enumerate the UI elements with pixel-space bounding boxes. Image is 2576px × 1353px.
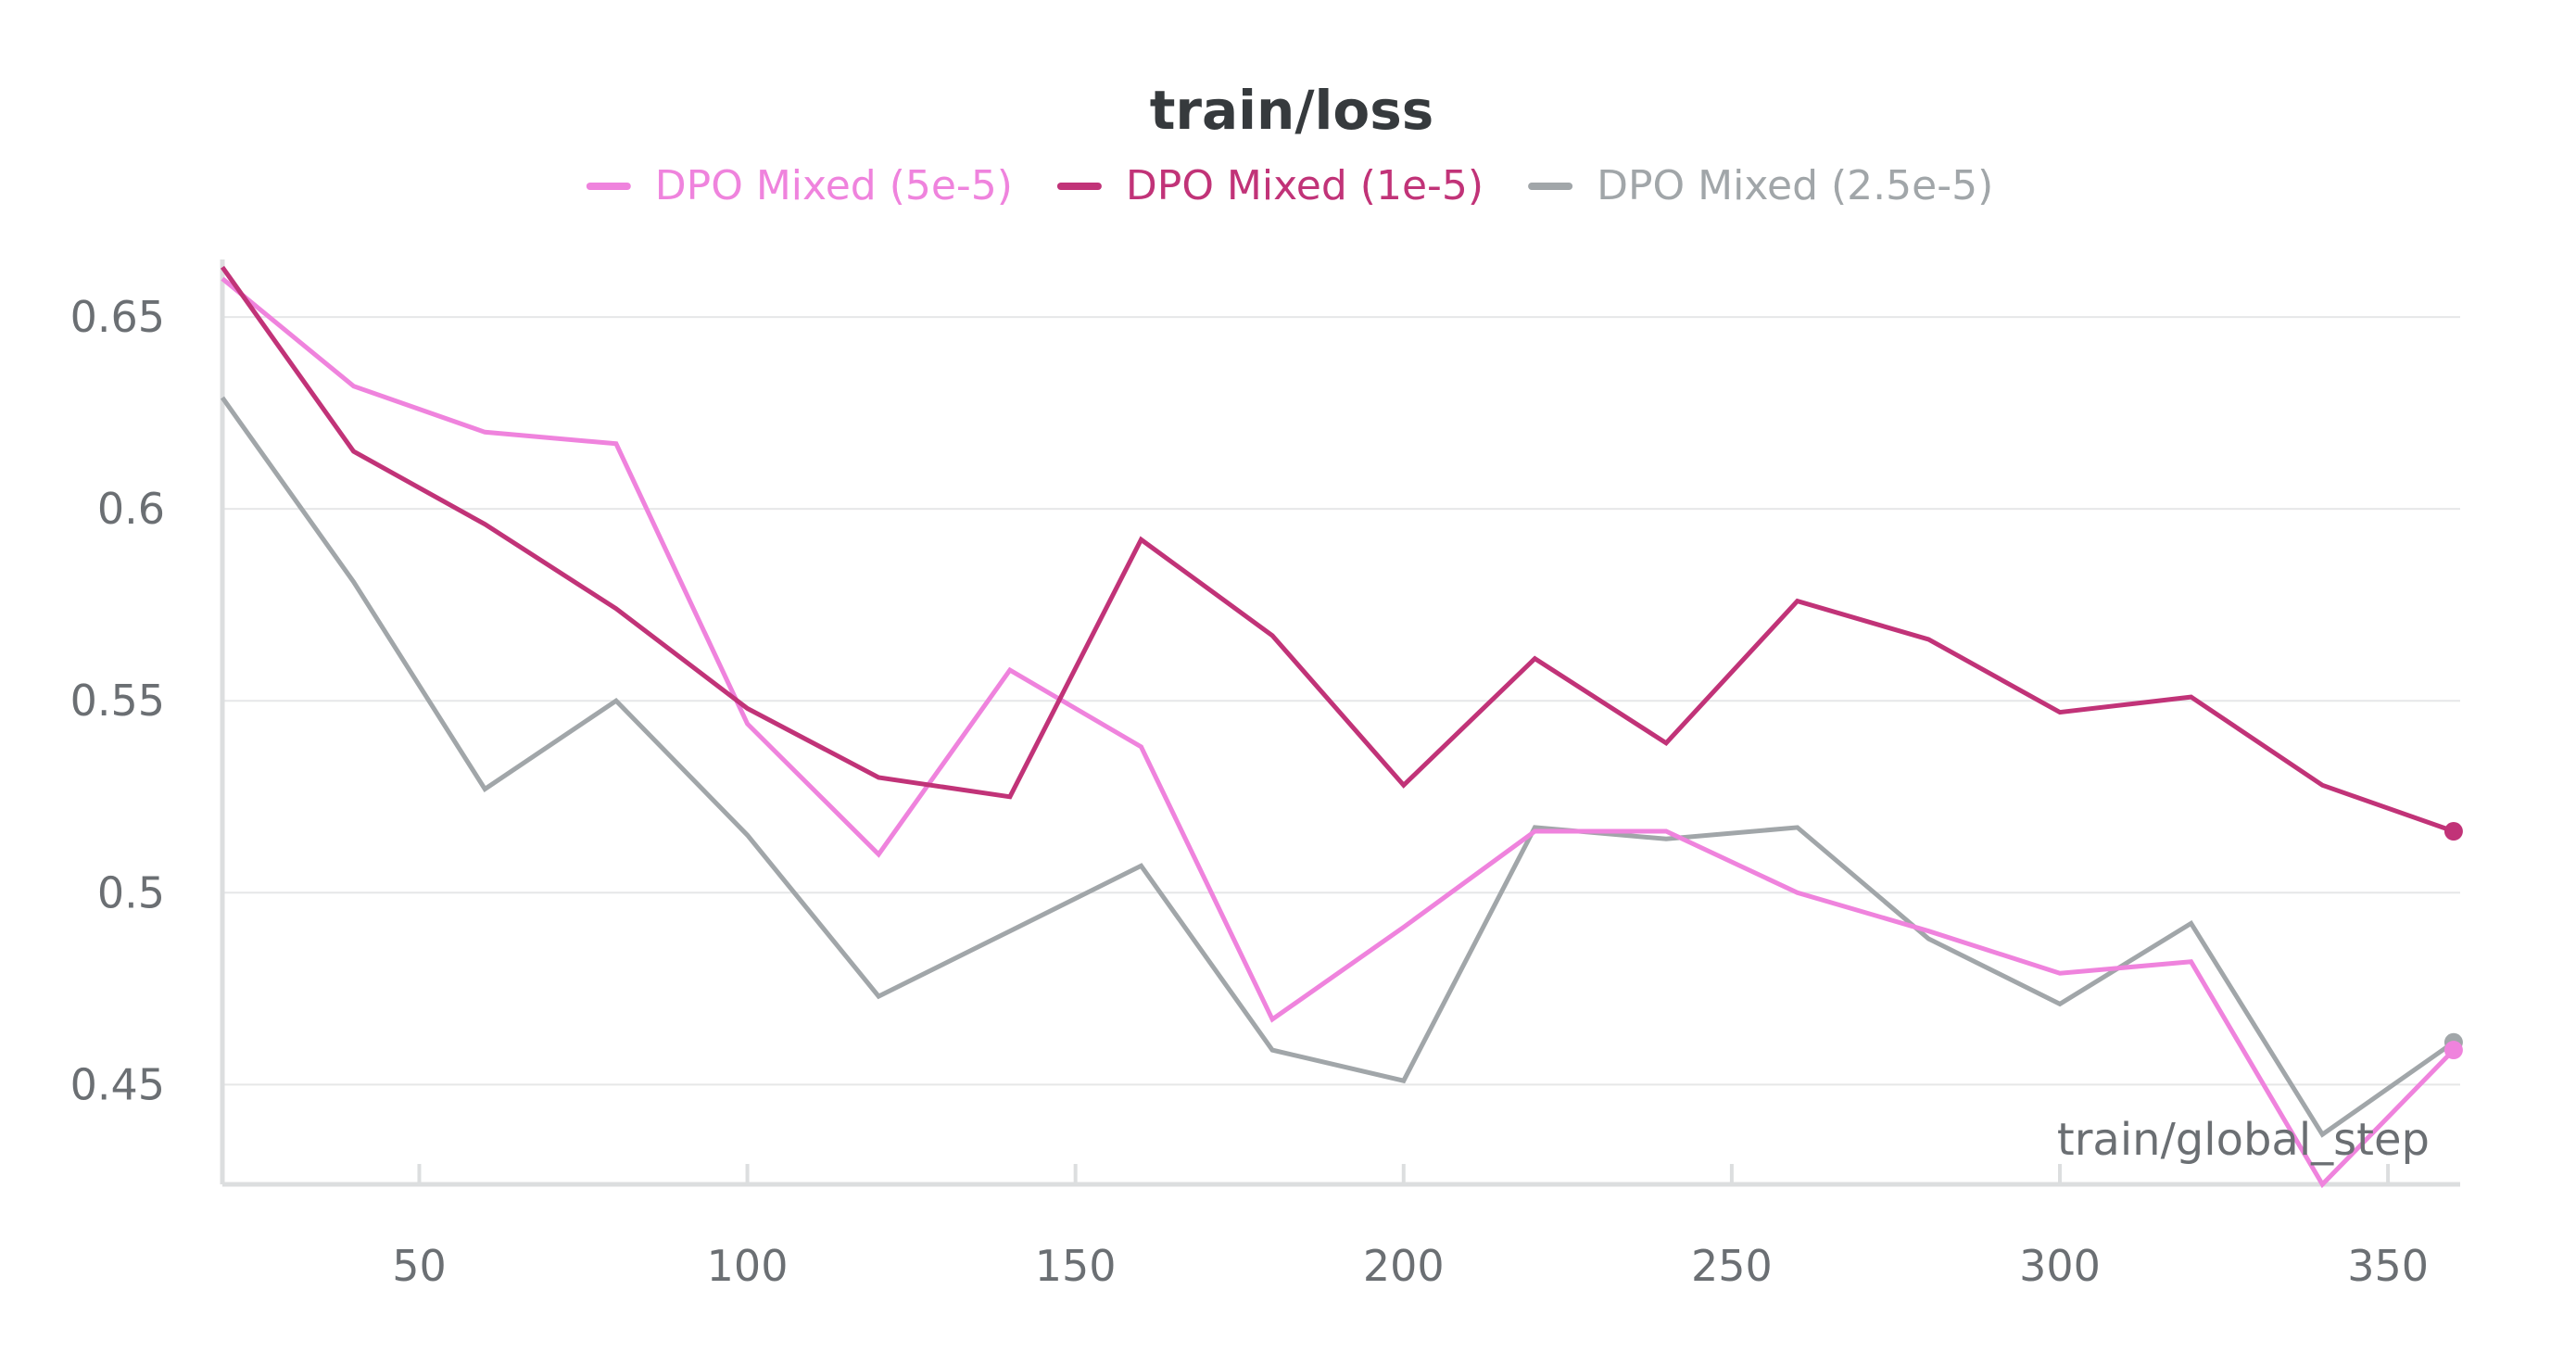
x-axis-title: train/global_step xyxy=(2057,1114,2430,1166)
axes xyxy=(220,259,2460,1187)
y-tick-label: 0.55 xyxy=(70,676,165,726)
series-line-1 xyxy=(220,265,2455,834)
end-markers xyxy=(2443,822,2463,1060)
series-lines xyxy=(220,265,2456,1189)
legend-label: DPO Mixed (2.5e-5) xyxy=(1597,162,1993,209)
chart-title: train/loss xyxy=(1150,79,1434,142)
grid-lines xyxy=(222,316,2460,1086)
y-tick-label: 0.6 xyxy=(97,484,165,534)
x-tick-label: 150 xyxy=(1035,1241,1117,1291)
x-tick-label: 200 xyxy=(1363,1241,1445,1291)
series-line-2 xyxy=(220,396,2456,1138)
x-tick-label: 350 xyxy=(2347,1241,2429,1291)
series-end-point-0 xyxy=(2443,1041,2463,1060)
x-axis-ticks: 50 100 150 200 250 300 350 xyxy=(392,1164,2429,1291)
y-tick-label: 0.5 xyxy=(97,867,165,917)
x-tick-label: 100 xyxy=(707,1241,789,1291)
series-end-point-1 xyxy=(2443,822,2463,841)
x-tick-label: 250 xyxy=(1691,1241,1773,1291)
legend-item-2[interactable]: DPO Mixed (2.5e-5) xyxy=(1528,162,1993,209)
x-tick-label: 50 xyxy=(392,1241,447,1291)
legend-item-1[interactable]: DPO Mixed (1e-5) xyxy=(1056,162,1484,209)
legend-item-0[interactable]: DPO Mixed (5e-5) xyxy=(586,162,1013,209)
x-tick-label: 300 xyxy=(2019,1241,2101,1291)
y-tick-label: 0.65 xyxy=(70,292,165,342)
series-line-0 xyxy=(221,276,2456,1189)
y-axis-ticks: 0.45 0.5 0.55 0.6 0.65 xyxy=(70,292,165,1109)
legend-label: DPO Mixed (5e-5) xyxy=(655,162,1013,209)
y-tick-label: 0.45 xyxy=(70,1059,165,1109)
legend-label: DPO Mixed (1e-5) xyxy=(1126,162,1484,209)
legend: DPO Mixed (5e-5) DPO Mixed (1e-5) DPO Mixe… xyxy=(586,162,1993,209)
